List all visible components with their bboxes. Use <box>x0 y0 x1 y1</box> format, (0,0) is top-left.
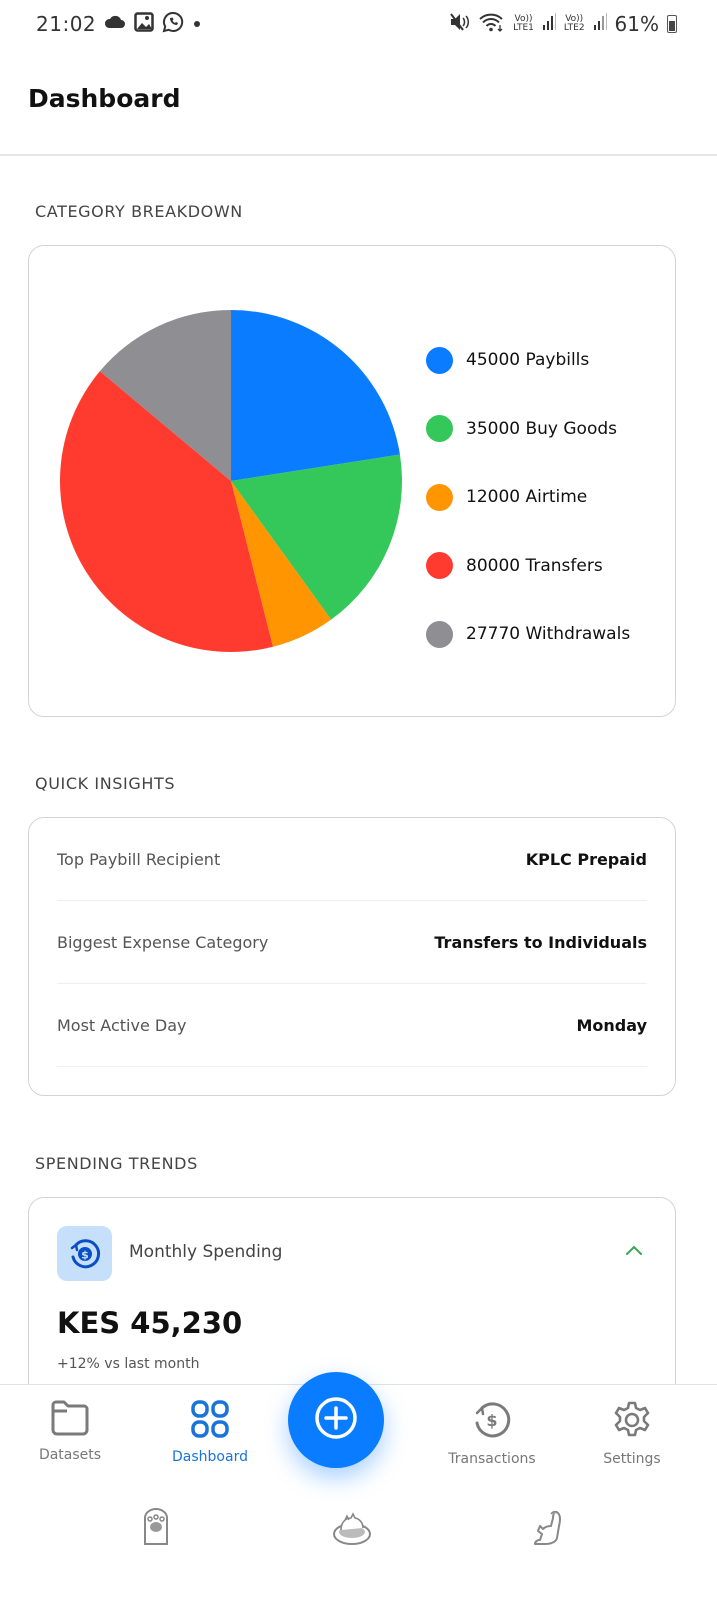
add-fab-button[interactable] <box>288 1372 384 1468</box>
category-breakdown-label: CATEGORY BREAKDOWN <box>35 202 243 221</box>
nav-label: Datasets <box>38 1447 102 1463</box>
legend-dot-icon <box>426 415 453 443</box>
pie-slice-transfers[interactable] <box>59 371 273 653</box>
pie-slice-paybills[interactable] <box>231 310 400 481</box>
folder-icon <box>49 1399 91 1441</box>
grid-icon <box>190 1399 230 1443</box>
status-right: Vo)) LTE1 Vo)) LTE2 61% <box>449 12 677 36</box>
pie-slice-withdrawals[interactable] <box>99 310 231 481</box>
trend-title: Monthly Spending <box>129 1242 283 1262</box>
nav-item-dashboard[interactable]: Dashboard <box>150 1399 270 1465</box>
nav-item-transactions[interactable]: $ Transactions <box>432 1399 552 1467</box>
spending-trends-label: SPENDING TRENDS <box>35 1154 198 1173</box>
pie-slice-airtime[interactable] <box>231 481 332 647</box>
system-nav-bar <box>0 1500 717 1600</box>
legend-item-paybills[interactable]: 45000 Paybills <box>426 326 630 395</box>
svg-text:$: $ <box>486 1411 497 1430</box>
legend-dot-icon <box>426 620 453 648</box>
lte1-signal-icon <box>542 13 556 35</box>
gear-icon <box>611 1399 653 1445</box>
back-button[interactable] <box>526 1508 570 1552</box>
legend-item-airtime[interactable]: 12000 Airtime <box>426 463 630 532</box>
insight-label: Top Paybill Recipient <box>57 849 221 869</box>
category-breakdown-card: 45000 Paybills 35000 Buy Goods 12000 Air… <box>28 245 676 717</box>
insight-row-biggest-expense: Biggest Expense Category Transfers to In… <box>57 901 647 984</box>
dollar-cycle-icon: $ <box>57 1226 112 1281</box>
home-cat-icon <box>331 1510 373 1550</box>
insight-row-top-paybill: Top Paybill Recipient KPLC Prepaid <box>57 818 647 901</box>
legend-label: 45000 Paybills <box>466 350 590 371</box>
trend-delta: +12% vs last month <box>57 1356 200 1372</box>
legend-label: 35000 Buy Goods <box>466 418 618 439</box>
nav-label: Settings <box>603 1451 661 1467</box>
insight-row-most-active-day: Most Active Day Monday <box>57 984 647 1067</box>
legend-dot-icon <box>426 346 453 374</box>
legend-label: 27770 Withdrawals <box>466 624 631 645</box>
pie-slice-buy-goods[interactable] <box>231 454 403 620</box>
lte2-signal-icon <box>593 13 607 35</box>
mute-icon <box>449 12 471 36</box>
back-cat-icon <box>529 1508 567 1552</box>
app-header: Dashboard <box>0 60 717 156</box>
quick-insights-label: QUICK INSIGHTS <box>35 774 176 793</box>
svg-text:$: $ <box>81 1248 89 1261</box>
nav-label: Dashboard <box>172 1449 248 1465</box>
pie-chart[interactable] <box>29 246 409 716</box>
status-bar: 21:02 Vo)) LTE1 Vo)) LTE2 61% <box>0 0 717 48</box>
insight-label: Biggest Expense Category <box>57 932 269 952</box>
legend-dot-icon <box>426 483 453 511</box>
quick-insights-card: Top Paybill Recipient KPLC Prepaid Bigge… <box>28 817 676 1096</box>
status-time: 21:02 <box>36 12 97 36</box>
dollar-cycle-icon: $ <box>471 1399 513 1445</box>
insight-value: Monday <box>576 1015 648 1035</box>
lte2-label: Vo)) LTE2 <box>563 14 585 33</box>
legend-item-withdrawals[interactable]: 27770 Withdrawals <box>426 600 630 669</box>
chevron-up-icon[interactable] <box>625 1241 643 1260</box>
legend-dot-icon <box>426 552 453 580</box>
legend-label: 80000 Transfers <box>466 555 603 576</box>
dot-icon <box>192 15 202 33</box>
recents-paw-icon <box>141 1508 171 1552</box>
chart-legend: 45000 Paybills 35000 Buy Goods 12000 Air… <box>426 326 630 669</box>
home-button[interactable] <box>330 1508 374 1552</box>
recents-button[interactable] <box>134 1508 178 1552</box>
trend-amount: KES 45,230 <box>57 1306 243 1340</box>
gallery-icon <box>134 12 154 36</box>
nav-item-datasets[interactable]: Datasets <box>10 1399 130 1463</box>
status-left: 21:02 <box>36 11 202 37</box>
cloud-icon <box>104 15 126 33</box>
legend-label: 12000 Airtime <box>466 487 588 508</box>
plus-circle-icon <box>313 1395 359 1445</box>
whatsapp-icon <box>162 11 184 37</box>
insight-label: Most Active Day <box>57 1015 187 1035</box>
battery-percent: 61% <box>614 12 659 36</box>
battery-icon <box>667 15 677 33</box>
insight-value: KPLC Prepaid <box>525 849 647 869</box>
wifi-icon <box>479 12 505 36</box>
insight-value: Transfers to Individuals <box>434 932 647 952</box>
legend-item-buy-goods[interactable]: 35000 Buy Goods <box>426 395 630 464</box>
legend-item-transfers[interactable]: 80000 Transfers <box>426 532 630 601</box>
page-title: Dashboard <box>28 84 181 113</box>
lte1-label: Vo)) LTE1 <box>513 14 534 33</box>
nav-item-settings[interactable]: Settings <box>572 1399 692 1467</box>
nav-label: Transactions <box>448 1451 536 1467</box>
